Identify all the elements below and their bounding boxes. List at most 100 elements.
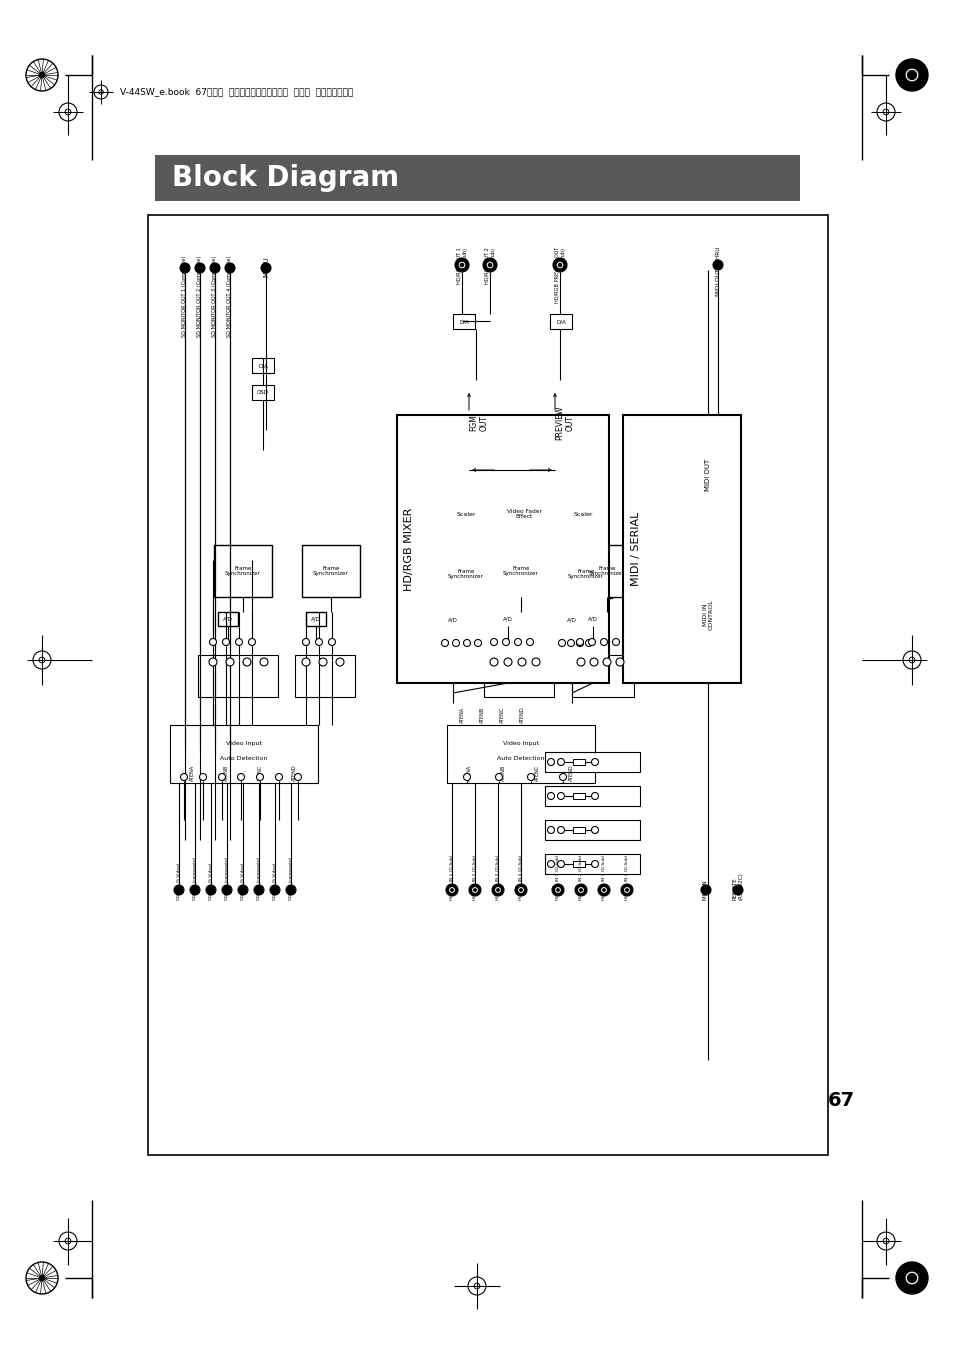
Text: Video Input: Video Input <box>226 740 262 746</box>
Text: Frame
Synchronizer: Frame Synchronizer <box>568 569 603 580</box>
Circle shape <box>318 658 327 666</box>
Bar <box>252 385 274 400</box>
Text: ATENA: ATENA <box>467 765 472 781</box>
Bar <box>218 612 237 626</box>
Text: MIDI OUT / THRU: MIDI OUT / THRU <box>715 247 720 296</box>
Circle shape <box>585 639 592 647</box>
Text: SD/IN 4 (S-Video): SD/IN 4 (S-Video) <box>273 863 276 900</box>
Circle shape <box>557 793 564 800</box>
Text: FGM
OUT: FGM OUT <box>469 415 488 431</box>
Bar <box>544 786 639 807</box>
Circle shape <box>302 658 310 666</box>
Bar <box>148 215 827 1155</box>
Circle shape <box>553 258 566 272</box>
Circle shape <box>558 774 566 781</box>
Bar <box>439 550 492 598</box>
Circle shape <box>527 774 534 781</box>
Circle shape <box>495 774 502 781</box>
Circle shape <box>237 885 248 894</box>
Circle shape <box>180 263 190 273</box>
Circle shape <box>589 658 598 666</box>
Circle shape <box>601 888 606 893</box>
Text: SD MONITOR OUT 2 (Composite): SD MONITOR OUT 2 (Composite) <box>197 255 202 338</box>
Bar <box>582 612 602 626</box>
Text: HD/RGB IN 4 (D-Sub): HD/RGB IN 4 (D-Sub) <box>624 855 628 900</box>
Text: HD/RGB PREVIEW OUT
(D-Sub): HD/RGB PREVIEW OUT (D-Sub) <box>554 247 565 303</box>
Text: Frame
Synchronizer: Frame Synchronizer <box>313 566 349 577</box>
Bar <box>453 313 475 330</box>
Circle shape <box>599 639 607 646</box>
Text: HD/RGB IN 2 (D-Sub): HD/RGB IN 2 (D-Sub) <box>578 855 582 900</box>
Circle shape <box>210 639 216 646</box>
Bar <box>252 358 274 373</box>
Bar <box>154 155 800 201</box>
Text: A/D: A/D <box>448 617 457 623</box>
Text: Frame
Synchronizer: Frame Synchronizer <box>502 566 538 577</box>
Circle shape <box>222 639 230 646</box>
Text: MENU: MENU <box>263 255 269 277</box>
Circle shape <box>557 262 562 267</box>
Bar <box>550 313 572 330</box>
Text: SD/IN 3 (S-Video): SD/IN 3 (S-Video) <box>241 863 245 900</box>
Circle shape <box>598 884 609 896</box>
Circle shape <box>547 758 554 766</box>
Bar <box>302 544 359 597</box>
Bar <box>306 612 326 626</box>
Text: SD/IN 1 (composite): SD/IN 1 (composite) <box>193 857 196 900</box>
Bar <box>442 613 462 627</box>
Circle shape <box>243 658 251 666</box>
Text: Auto Detection: Auto Detection <box>497 755 544 761</box>
Bar <box>573 861 584 867</box>
Text: HD/RGB IN 2 (D-Sub): HD/RGB IN 2 (D-Sub) <box>473 855 476 900</box>
Circle shape <box>270 885 280 894</box>
Bar <box>396 415 608 684</box>
Text: V-44SW_e.book  67ページ  ２００６年１０月２３日  月曜日  午後３時２５分: V-44SW_e.book 67ページ ２００６年１０月２３日 月曜日 午後３時… <box>120 88 353 96</box>
Text: Video Input: Video Input <box>502 740 538 746</box>
Text: MIDI IN
CONTROL: MIDI IN CONTROL <box>701 600 713 631</box>
Text: .: . <box>243 769 245 774</box>
Bar <box>198 655 277 697</box>
Text: SD MONITOR OUT 4 (Composite): SD MONITOR OUT 4 (Composite) <box>227 255 233 338</box>
Text: MIDI IN: MIDI IN <box>702 881 708 900</box>
Circle shape <box>517 658 525 666</box>
Circle shape <box>39 72 45 78</box>
Circle shape <box>487 262 493 267</box>
Circle shape <box>518 888 523 893</box>
Text: A/D: A/D <box>311 616 320 621</box>
Circle shape <box>555 888 559 893</box>
Circle shape <box>490 639 497 646</box>
Bar <box>561 500 603 528</box>
Circle shape <box>700 885 710 894</box>
Bar <box>572 655 634 697</box>
Circle shape <box>502 639 509 646</box>
Text: SD/IN 2 (S-Video): SD/IN 2 (S-Video) <box>209 863 213 900</box>
Bar <box>497 612 517 626</box>
Text: ATENA: ATENA <box>459 707 464 723</box>
Text: ATEND: ATEND <box>568 765 574 781</box>
Text: Video Fader
Effect: Video Fader Effect <box>507 508 541 519</box>
Circle shape <box>526 639 533 646</box>
Circle shape <box>190 885 200 894</box>
Circle shape <box>895 1262 927 1294</box>
Circle shape <box>558 639 565 647</box>
Text: Scaler: Scaler <box>456 512 476 516</box>
Circle shape <box>248 639 255 646</box>
Circle shape <box>547 827 554 834</box>
Circle shape <box>235 639 242 646</box>
Bar <box>622 415 740 684</box>
Text: ATENB: ATENB <box>500 765 505 781</box>
Circle shape <box>275 774 282 781</box>
Text: SD MONITOR OUT 3 (Composite): SD MONITOR OUT 3 (Composite) <box>213 255 217 338</box>
Text: HD/RGB IN 1 (D-Sub): HD/RGB IN 1 (D-Sub) <box>450 855 454 900</box>
Text: ATENC: ATENC <box>257 765 263 781</box>
Circle shape <box>490 658 497 666</box>
Circle shape <box>557 758 564 766</box>
Circle shape <box>194 263 205 273</box>
Text: A/D: A/D <box>566 617 577 623</box>
Bar <box>544 854 639 874</box>
Circle shape <box>441 639 448 647</box>
Circle shape <box>547 793 554 800</box>
Circle shape <box>591 758 598 766</box>
Bar <box>444 500 486 528</box>
Circle shape <box>260 658 268 666</box>
